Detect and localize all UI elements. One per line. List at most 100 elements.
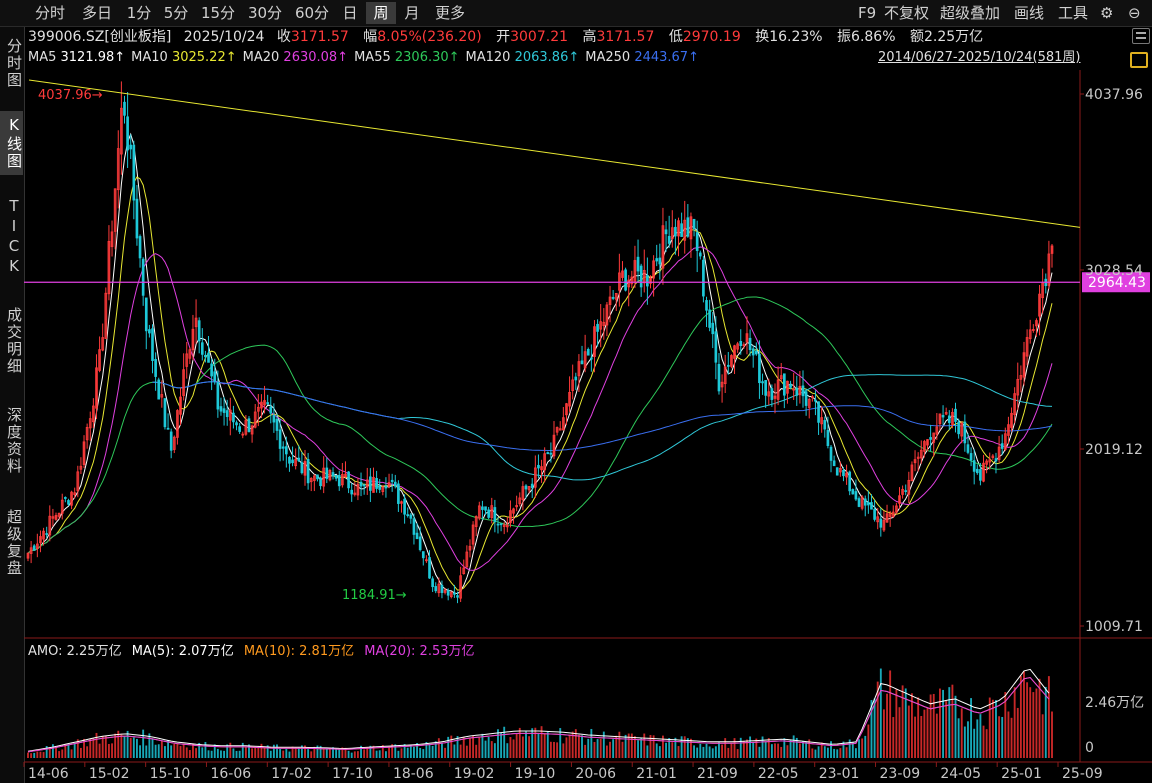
candle-body-234	[754, 350, 758, 355]
volume-bar-170	[556, 742, 559, 758]
side-tab-5[interactable]: 超级复盘	[5, 509, 23, 577]
volume-bar-157	[515, 733, 518, 758]
volume-bar-148	[487, 736, 490, 758]
candle-body-67	[235, 422, 238, 426]
toolbar-action-4[interactable]: 工具	[1058, 4, 1089, 22]
candle-body-24	[101, 337, 105, 351]
volume-bar-2	[33, 752, 36, 758]
side-tab-3[interactable]: 成交明细	[5, 307, 23, 375]
candle-body-189	[614, 292, 618, 300]
toolbar-action-3[interactable]: 画线	[1014, 4, 1045, 22]
candle-body-247	[795, 387, 799, 396]
volume-bar-196	[637, 740, 639, 758]
date-range-selector[interactable]: 2014/06/27-2025/10/24(581周)	[878, 50, 1081, 65]
candle-body-204	[661, 225, 665, 269]
candle-body-256	[823, 420, 827, 430]
candle-body-103	[347, 471, 350, 489]
timeframe-tab-4[interactable]: 15分	[200, 4, 236, 22]
candle-body-111	[372, 476, 375, 493]
collapse-icon[interactable]: ⊖	[1128, 4, 1141, 22]
side-tab-1[interactable]: K线图	[0, 111, 23, 175]
candle-body-122	[406, 514, 410, 517]
candle-body-98	[331, 472, 335, 477]
volume-bar-151	[497, 729, 499, 758]
window-layout-icon[interactable]	[1132, 28, 1150, 44]
volume-bar-119	[397, 750, 400, 758]
volume-bar-69	[241, 742, 244, 758]
candle-body-83	[284, 446, 288, 455]
volume-bar-130	[431, 745, 434, 758]
ma-label-2: MA20	[242, 50, 284, 65]
timeframe-tab-10[interactable]: 更多	[434, 4, 465, 22]
volume-bar-280	[898, 707, 901, 758]
volume-bar-127	[422, 749, 425, 758]
high-annotation: 4037.96→	[38, 88, 103, 103]
toolbar-action-0[interactable]: F9	[858, 4, 877, 22]
candle-body-275	[882, 519, 886, 531]
volume-bar-138	[456, 736, 459, 758]
candle-body-283	[907, 479, 911, 495]
candle-body-156	[512, 508, 515, 514]
candle-body-99	[334, 474, 338, 479]
volume-bar-261	[839, 748, 842, 758]
timeframe-tab-8[interactable]: 周	[366, 2, 396, 24]
candle-body-91	[309, 477, 313, 483]
moving-average-lines	[27, 132, 1053, 595]
candle-body-36	[138, 236, 142, 259]
security-code: 399006.SZ[创业板指]	[28, 29, 172, 45]
volume-bar-234	[755, 738, 758, 758]
lock-icon[interactable]	[1130, 52, 1148, 68]
candle-body-252	[811, 396, 814, 399]
candle-body-116	[387, 482, 391, 487]
toolbar-action-2[interactable]: 超级叠加	[940, 4, 1001, 22]
timeframe-tab-6[interactable]: 60分	[294, 4, 330, 22]
candle-body-326	[1041, 282, 1044, 299]
candle-body-118	[393, 481, 397, 487]
timeframe-tab-7[interactable]: 日	[342, 4, 358, 22]
volume-bar-257	[826, 747, 829, 758]
candle-body-11	[60, 499, 64, 514]
ma-line-ma10	[27, 176, 1053, 591]
timeframe-tab-2[interactable]: 1分	[126, 4, 152, 22]
candle-body-203	[658, 257, 662, 265]
candle-body-226	[730, 355, 733, 367]
volume-bar-204	[662, 735, 664, 758]
volume-bar-158	[518, 727, 521, 758]
candle-body-166	[543, 453, 547, 471]
timeframe-tab-9[interactable]: 月	[404, 4, 420, 22]
candle-body-296	[947, 415, 951, 423]
side-tab-0[interactable]: 分时图	[5, 37, 23, 89]
volume-bar-241	[777, 743, 780, 758]
candle-body-31	[123, 101, 126, 116]
candle-body-140	[462, 567, 466, 574]
candle-body-127	[421, 551, 425, 559]
side-tab-2[interactable]: TICK	[5, 197, 23, 277]
timeframe-tab-1[interactable]: 多日	[81, 4, 112, 22]
volume-bar-212	[686, 738, 689, 758]
candle-body-303	[969, 453, 973, 461]
candle-body-77	[266, 402, 269, 405]
volume-bar-319	[1019, 676, 1022, 758]
timeframe-tab-3[interactable]: 5分	[163, 4, 189, 22]
x-tick-label-11: 21-09	[697, 766, 738, 782]
volume-bar-79	[272, 744, 275, 758]
timeframe-tab-0[interactable]: 分时	[34, 4, 65, 22]
volume-bar-260	[836, 749, 839, 758]
chart-overlays: 2964.43 4037.96→ 1184.91→	[24, 79, 1150, 603]
toolbar-action-1[interactable]: 不复权	[884, 4, 930, 22]
candle-body-33	[129, 144, 133, 150]
volume-bar-223	[721, 744, 724, 758]
volume-bar-46	[170, 745, 173, 758]
volume-bar-311	[995, 700, 997, 758]
candle-body-65	[228, 409, 232, 421]
candle-body-229	[739, 341, 743, 347]
close-label: 收	[276, 29, 291, 45]
timeframe-tab-5[interactable]: 30分	[247, 4, 283, 22]
side-tab-4[interactable]: 深度资料	[5, 407, 23, 475]
volume-bar-281	[901, 685, 904, 758]
candle-body-102	[344, 473, 347, 478]
settings-gear-icon[interactable]: ⚙	[1100, 4, 1114, 22]
candle-body-61	[216, 381, 220, 410]
candle-body-183	[596, 323, 599, 332]
